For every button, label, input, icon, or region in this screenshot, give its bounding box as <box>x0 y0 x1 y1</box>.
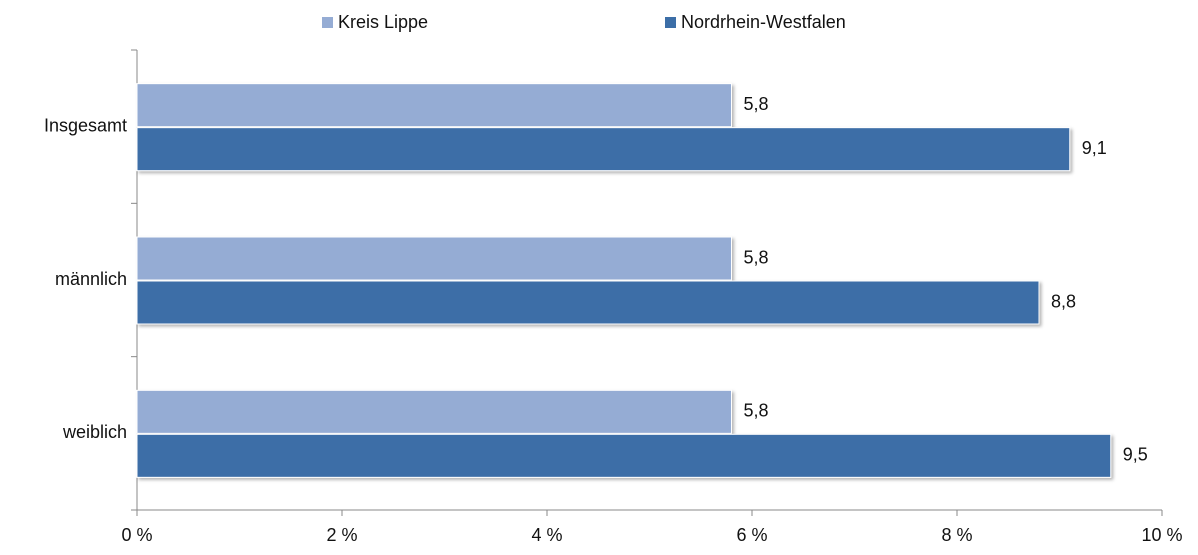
y-tick-label: weiblich <box>62 422 127 442</box>
x-tick-label: 0 % <box>121 525 152 545</box>
bar <box>136 280 1040 325</box>
data-label: 9,5 <box>1123 445 1148 465</box>
legend-label: Nordrhein-Westfalen <box>681 12 846 32</box>
legend-swatch <box>665 17 676 28</box>
x-tick-label: 4 % <box>531 525 562 545</box>
data-label: 5,8 <box>744 401 769 421</box>
x-tick-label: 8 % <box>941 525 972 545</box>
legend-swatch <box>322 17 333 28</box>
bar <box>136 83 732 128</box>
x-tick-label: 10 % <box>1141 525 1182 545</box>
x-tick-label: 2 % <box>326 525 357 545</box>
data-label: 5,8 <box>744 247 769 267</box>
bar <box>136 389 732 434</box>
bar <box>136 433 1112 478</box>
legend-label: Kreis Lippe <box>338 12 428 32</box>
bar <box>136 127 1071 172</box>
y-tick-label: Insgesamt <box>44 115 127 135</box>
bar <box>136 236 732 281</box>
data-label: 9,1 <box>1082 138 1107 158</box>
data-label: 8,8 <box>1051 291 1076 311</box>
y-tick-label: männlich <box>55 269 127 289</box>
x-tick-label: 6 % <box>736 525 767 545</box>
data-label: 5,8 <box>744 94 769 114</box>
